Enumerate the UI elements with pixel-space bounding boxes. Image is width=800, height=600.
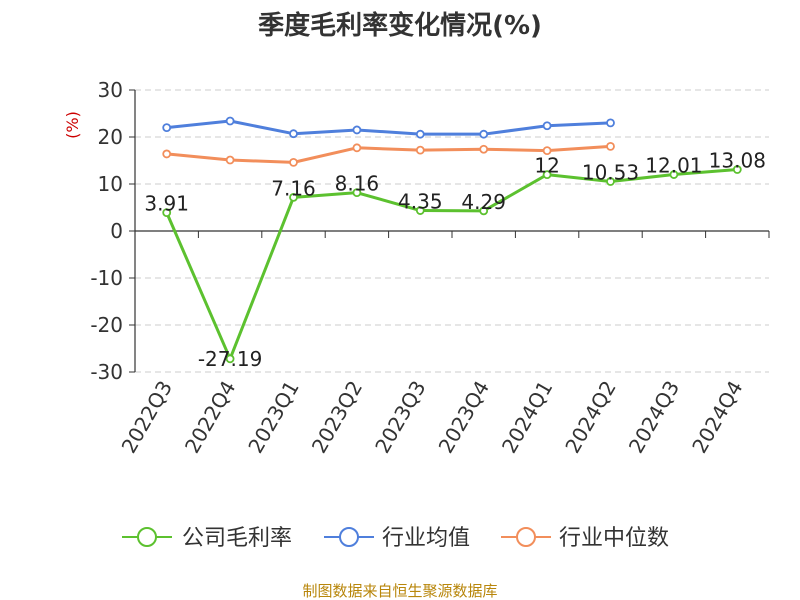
grid-lines [129, 89, 769, 373]
y-tick-label: -30 [90, 360, 123, 384]
x-tick-labels: 2022Q3 2022Q4 2023Q1 2023Q2 2023Q3 2023Q4 2024… [117, 377, 748, 458]
legend-marker [339, 527, 359, 547]
data-label: 13.08 [709, 149, 766, 173]
data-point [225, 155, 235, 165]
data-label: 4.29 [461, 190, 506, 214]
data-label: 7.16 [271, 176, 316, 200]
axes [134, 90, 770, 372]
data-point [289, 192, 298, 202]
data-point [479, 129, 489, 139]
x-tick-label: 2024Q1 [497, 377, 557, 458]
data-label: -27.19 [198, 347, 262, 371]
series-line [166, 119, 611, 136]
legend-marker [516, 527, 536, 547]
data-point [415, 206, 425, 215]
data-point [225, 354, 235, 364]
y-tick-label: 30 [98, 78, 123, 102]
series-line [166, 144, 611, 164]
data-point [732, 165, 742, 174]
series-points [162, 116, 742, 364]
x-tick-label: 2022Q4 [180, 377, 240, 458]
data-point [225, 116, 235, 126]
data-point [479, 206, 489, 216]
source-note: 制图数据来自恒生聚源数据库 [302, 582, 497, 600]
data-point [352, 143, 362, 153]
data-label: 8.16 [335, 172, 380, 196]
x-tick-label: 2023Q1 [243, 377, 303, 458]
x-tick-label: 2022Q3 [117, 377, 177, 458]
y-tick-label: -10 [90, 266, 123, 290]
data-point [289, 157, 298, 167]
data-point [606, 118, 615, 128]
data-point [542, 170, 552, 180]
data-label: 12 [534, 154, 559, 178]
data-point [162, 149, 172, 159]
x-tick-label: 2023Q2 [307, 377, 367, 458]
y-tick-label: 10 [98, 172, 123, 196]
series-lines [165, 119, 738, 361]
data-point [606, 177, 615, 186]
chart-title: 季度毛利率变化情况(%) [258, 10, 542, 41]
x-tick-label: 2023Q3 [370, 377, 430, 458]
data-label: 10.53 [582, 161, 639, 185]
series-line [165, 168, 738, 361]
data-point [162, 123, 172, 132]
y-tick-labels: 30 20 10 0 -10 -20 -30 [90, 78, 123, 384]
data-point [415, 129, 425, 139]
data-point [289, 129, 298, 139]
data-point [606, 141, 615, 151]
y-tick-label: 0 [110, 219, 123, 243]
legend-marker [137, 527, 157, 547]
legend: 公司毛利率 行业均值 行业中位数 [122, 526, 669, 551]
legend-label: 公司毛利率 [182, 526, 292, 551]
data-point [352, 125, 362, 135]
data-point [415, 145, 425, 155]
data-point [479, 144, 489, 154]
y-axis-unit-label: (%) [63, 111, 82, 139]
data-label: 12.01 [645, 154, 702, 178]
data-point [669, 170, 679, 179]
data-label: 4.35 [398, 190, 443, 214]
data-point [542, 146, 552, 156]
y-tick-label: -20 [90, 313, 123, 337]
data-point [352, 188, 362, 198]
data-point [162, 208, 172, 218]
data-labels: 3.91 -27.19 7.16 8.16 4.35 4.29 12 10.53 12.01 13… [144, 149, 765, 371]
y-tick-label: 20 [98, 125, 123, 149]
x-tick-label: 2024Q3 [624, 377, 684, 458]
data-label: 3.91 [144, 192, 189, 216]
x-tick-label: 2023Q4 [434, 377, 494, 458]
data-point [542, 121, 552, 131]
legend-label: 行业中位数 [559, 526, 669, 551]
x-tick-label: 2024Q2 [560, 377, 620, 458]
x-tick-label: 2024Q4 [687, 377, 747, 458]
legend-label: 行业均值 [382, 526, 470, 551]
